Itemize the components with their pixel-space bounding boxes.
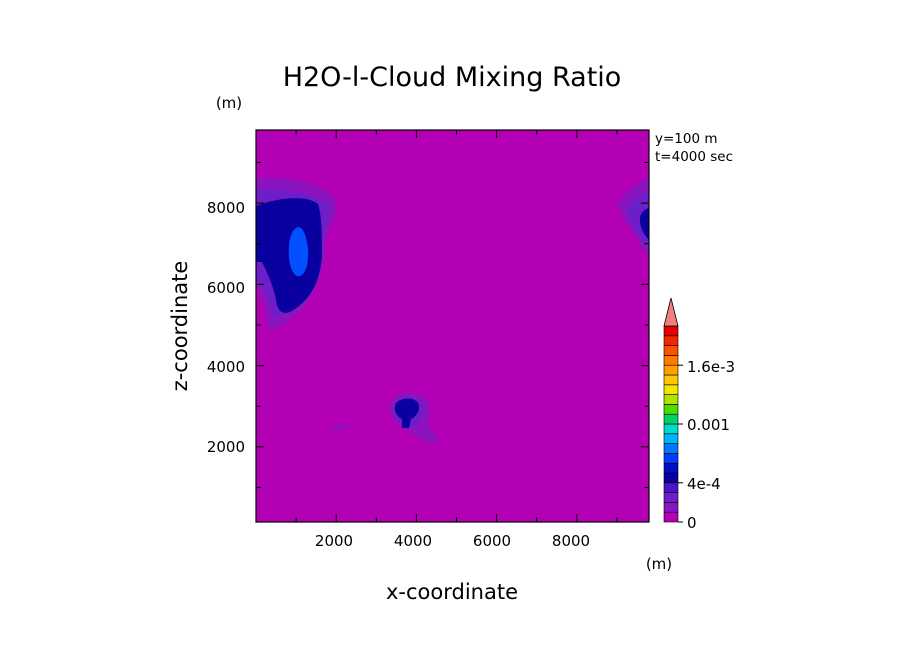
colorbar-segment-9 (663, 423, 679, 435)
y-axis-ticks (256, 161, 649, 488)
y-axis-tick-label-6000: 6000 (207, 279, 245, 297)
colorbar-segment-3 (663, 482, 679, 493)
colorbar-segment-2 (663, 492, 679, 503)
cloud-small-patch (331, 424, 347, 430)
colorbar-segment-15 (663, 364, 679, 376)
x-axis-ticks (295, 130, 618, 522)
cloud-upper-right-level-3 (639, 208, 649, 240)
colorbar-segment-8 (663, 433, 679, 444)
colorbar-label-4e-4: 4e-4 (687, 475, 721, 493)
colorbar-segment-4 (663, 472, 679, 484)
colorbar-segment-14 (663, 374, 679, 386)
cloud-upper-left-core (288, 227, 309, 277)
y-axis-label: z-coordinate (168, 261, 192, 392)
y-axis-tick-label-4000: 4000 (207, 358, 245, 376)
colorbar-segment-5 (663, 462, 679, 474)
annotation-y-slice: y=100 m (655, 131, 718, 147)
cloud-upper-right-level-2 (626, 190, 649, 250)
x-axis-unit: (m) (646, 555, 672, 573)
y-axis-tick-label-8000: 8000 (207, 199, 245, 217)
colorbar-segment-13 (663, 384, 679, 395)
colorbar-label-0: 0 (687, 514, 697, 532)
colorbar (663, 297, 683, 523)
colorbar-segment-1 (663, 502, 679, 513)
colorbar-segment-0 (663, 511, 679, 523)
y-axis-unit: (m) (216, 94, 242, 112)
plot-frame (255, 129, 650, 523)
colorbar-segment-16 (663, 355, 679, 366)
chart-title: H2O-l-Cloud Mixing Ratio (283, 62, 622, 93)
colorbar-segment-10 (663, 413, 679, 425)
colorbar-segment-7 (663, 443, 679, 454)
annotation-time: t=4000 sec (655, 149, 733, 165)
colorbar-over-arrow (663, 297, 679, 327)
x-axis-label: x-coordinate (386, 580, 518, 604)
colorbar-segment-17 (663, 345, 679, 356)
plot-area (256, 130, 649, 522)
cloud-mid-level-3 (394, 398, 419, 428)
y-axis-tick-label-2000: 2000 (207, 438, 245, 456)
colorbar-label-0.001: 0.001 (687, 416, 730, 434)
colorbar-segment-6 (663, 453, 679, 464)
colorbar-segment-19 (663, 325, 679, 337)
x-axis-tick-label-2000: 2000 (315, 532, 353, 550)
colorbar-label-1.6e-3: 1.6e-3 (687, 358, 735, 376)
x-axis-tick-label-6000: 6000 (473, 532, 511, 550)
x-axis-tick-label-4000: 4000 (394, 532, 432, 550)
colorbar-segment-12 (663, 394, 679, 405)
colorbar-segment-18 (663, 335, 679, 346)
x-axis-tick-label-8000: 8000 (552, 532, 590, 550)
colorbar-segment-11 (663, 404, 679, 415)
